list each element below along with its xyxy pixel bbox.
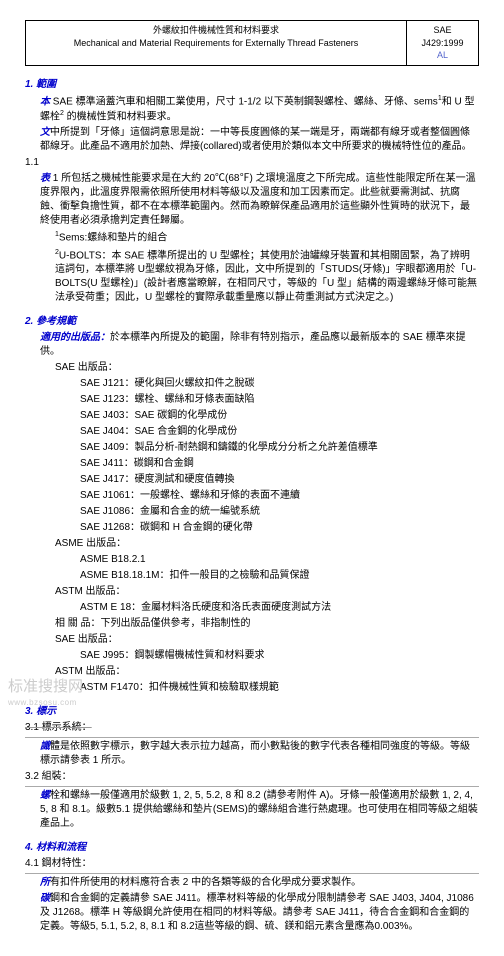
astm2-1: ASTM F1470：扣件機械性質和檢驗取樣規範: [25, 681, 479, 695]
s4-p1-b: 有扣件所使用的材料應符合表 2 中的各類等級的合化學成分要求製作。: [50, 877, 361, 888]
s1-p1-d: 的機械性質和材料要求。: [64, 111, 177, 122]
header-title: 外螺紋扣件機械性質和材料要求 Mechanical and Material R…: [26, 21, 407, 65]
s1-p1: 本 SAE 標準涵蓋汽車和相關工業使用，尺寸 1-1/2 以下英制鋼製螺栓、螺絲…: [25, 94, 479, 125]
s1-p3-lead: 表: [40, 173, 50, 184]
asme-pub-head: ASME 出版品：: [25, 537, 479, 551]
hr-3: [25, 873, 479, 874]
sae-item-3: SAE J404：SAE 合金鋼的化學成份: [25, 425, 479, 439]
s1-p1-lead: 本: [40, 96, 50, 107]
s1-p1-b: SAE 標準涵蓋汽車和相關工業使用，尺寸 1-1/2 以下英制鋼製螺栓、螺絲、牙…: [50, 96, 438, 107]
s1-note2: 2U-BOLTS：本 SAE 標準所提出的 U 型螺栓；其使用於油罐線牙裝置和其…: [25, 248, 479, 305]
s1-note2-text: U-BOLTS：本 SAE 標準所提出的 U 型螺栓；其使用於油罐線牙裝置和其相…: [55, 250, 477, 303]
astm-pub-head: ASTM 出版品：: [25, 585, 479, 599]
s1-1-head: 1.1: [25, 156, 479, 170]
s2-p1: 適用的出版品：於本標準內所提及的範圍，除非有特別指示，產品應以最新版本的 SAE…: [25, 331, 479, 359]
s1-note1: 1Sems:螺絲和墊片的組合: [25, 230, 479, 245]
s3-1-head: 3.1 標示系統：: [25, 721, 479, 735]
s1-p3-b: 1 所包括之機械性能要求是在大約 20℃(68℉) 之環境溫度之下所完成。這些性…: [40, 173, 476, 226]
header-title-cn: 外螺紋扣件機械性質和材料要求: [153, 25, 279, 35]
hr-1: [25, 737, 479, 738]
s1-p2-lead: 文: [40, 127, 50, 138]
header-box: 外螺紋扣件機械性質和材料要求 Mechanical and Material R…: [25, 20, 479, 66]
s3-p1: 識體是依照數字標示，數字越大表示拉力越高，而小數點後的數字代表各種相同強度的等級…: [25, 740, 479, 768]
s4-p2-b: 鋼和合金鋼的定義請參 SAE J411。標準材料等級的化學成分限制請參考 SAE…: [40, 893, 474, 932]
s1-note1-text: Sems:螺絲和墊片的組合: [59, 233, 167, 244]
asme-1: ASME B18.2.1: [25, 553, 479, 567]
rel-pub-head: 相 關 品：下列出版品僅供參考，非指制性的: [25, 617, 479, 631]
s3-p2-b: 栓和螺絲一般僅適用於級數 1, 2, 5, 5.2, 8 和 8.2 (請參考附…: [40, 790, 478, 829]
header-al: AL: [437, 50, 448, 60]
s3-2-head: 3.2 組裝：: [25, 770, 479, 784]
astm2-pub-head: ASTM 出版品：: [25, 665, 479, 679]
s4-p2: 碳鋼和合金鋼的定義請參 SAE J411。標準材料等級的化學成分限制請參考 SA…: [25, 892, 479, 934]
hr-2: [25, 786, 479, 787]
s4-p2-lead: 碳: [40, 893, 50, 904]
header-title-en: Mechanical and Material Requirements for…: [74, 38, 358, 48]
astm-1: ASTM E 18：金屬材料洛氏硬度和洛氏表面硬度測試方法: [25, 601, 479, 615]
sae-item-4: SAE J409：製品分析-耐熱鋼和鑄鐵的化學成分分析之允許差值標準: [25, 441, 479, 455]
s1-p2: 文中所提到「牙條」這個詞意思是說：一中等長度圓條的某一端是牙，兩端都有線牙或者整…: [25, 126, 479, 154]
section-4-head: 4. 材料和流程: [25, 841, 479, 855]
sae-list: SAE J121：硬化與回火螺紋扣件之脫碳 SAE J123：螺栓、螺絲和牙條表…: [25, 377, 479, 535]
watermark-line2: www.bzsosu.com: [8, 697, 83, 708]
sae-item-6: SAE J417：硬度測試和硬度值轉換: [25, 473, 479, 487]
s3-p2: 螺栓和螺絲一般僅適用於級數 1, 2, 5, 5.2, 8 和 8.2 (請參考…: [25, 789, 479, 831]
sae-item-2: SAE J403：SAE 碳鋼的化學成份: [25, 409, 479, 423]
s1-p2-b: 中所提到「牙條」這個詞意思是說：一中等長度圓條的某一端是牙，兩端都有線牙或者整個…: [40, 127, 472, 152]
header-code: SAE J429:1999 AL: [407, 21, 478, 65]
s1-p3: 表 1 所包括之機械性能要求是在大約 20℃(68℉) 之環境溫度之下所完成。這…: [25, 172, 479, 228]
asme-2: ASME B18.18.1M：扣件一般目的之檢驗和品質保證: [25, 569, 479, 583]
section-1-head: 1. 範圍: [25, 78, 479, 92]
sae-item-1: SAE J123：螺栓、螺絲和牙條表面缺陷: [25, 393, 479, 407]
s3-p1-b: 體是依照數字標示，數字越大表示拉力越高，而小數點後的數字代表各種相同強度的等級。…: [40, 741, 470, 766]
header-sae: SAE: [433, 25, 451, 35]
sae-pub-head: SAE 出版品：: [25, 361, 479, 375]
s4-1-head: 4.1 鋼材特性：: [25, 857, 479, 871]
s3-p2-lead: 螺: [40, 790, 50, 801]
s2-p1-lead: 適用的出版品：: [40, 332, 110, 343]
section-2-head: 2. 參考規範: [25, 315, 479, 329]
s3-p1-lead: 識: [40, 741, 50, 752]
sae2-1: SAE J995：鋼製螺帽機械性質和材料要求: [25, 649, 479, 663]
sae-item-9: SAE J1268：碳鋼和 H 合金鋼的硬化帶: [25, 521, 479, 535]
sae-item-7: SAE J1061：一般螺栓、螺絲和牙條的表面不連續: [25, 489, 479, 503]
sae2-pub-head: SAE 出版品：: [25, 633, 479, 647]
watermark-line1: 标准搜搜网: [8, 678, 83, 695]
watermark: 标准搜搜网 www.bzsosu.com: [8, 676, 83, 708]
section-3-head: 3. 標示: [25, 705, 479, 719]
s4-p1: 所有扣件所使用的材料應符合表 2 中的各類等級的合化學成分要求製作。: [25, 876, 479, 890]
s4-p1-lead: 所: [40, 877, 50, 888]
sae-item-8: SAE J1086：金屬和合金的統一編號系統: [25, 505, 479, 519]
sae-item-0: SAE J121：硬化與回火螺紋扣件之脫碳: [25, 377, 479, 391]
sae-item-5: SAE J411：碳鋼和合金鋼: [25, 457, 479, 471]
header-codenum: J429:1999: [421, 38, 463, 48]
